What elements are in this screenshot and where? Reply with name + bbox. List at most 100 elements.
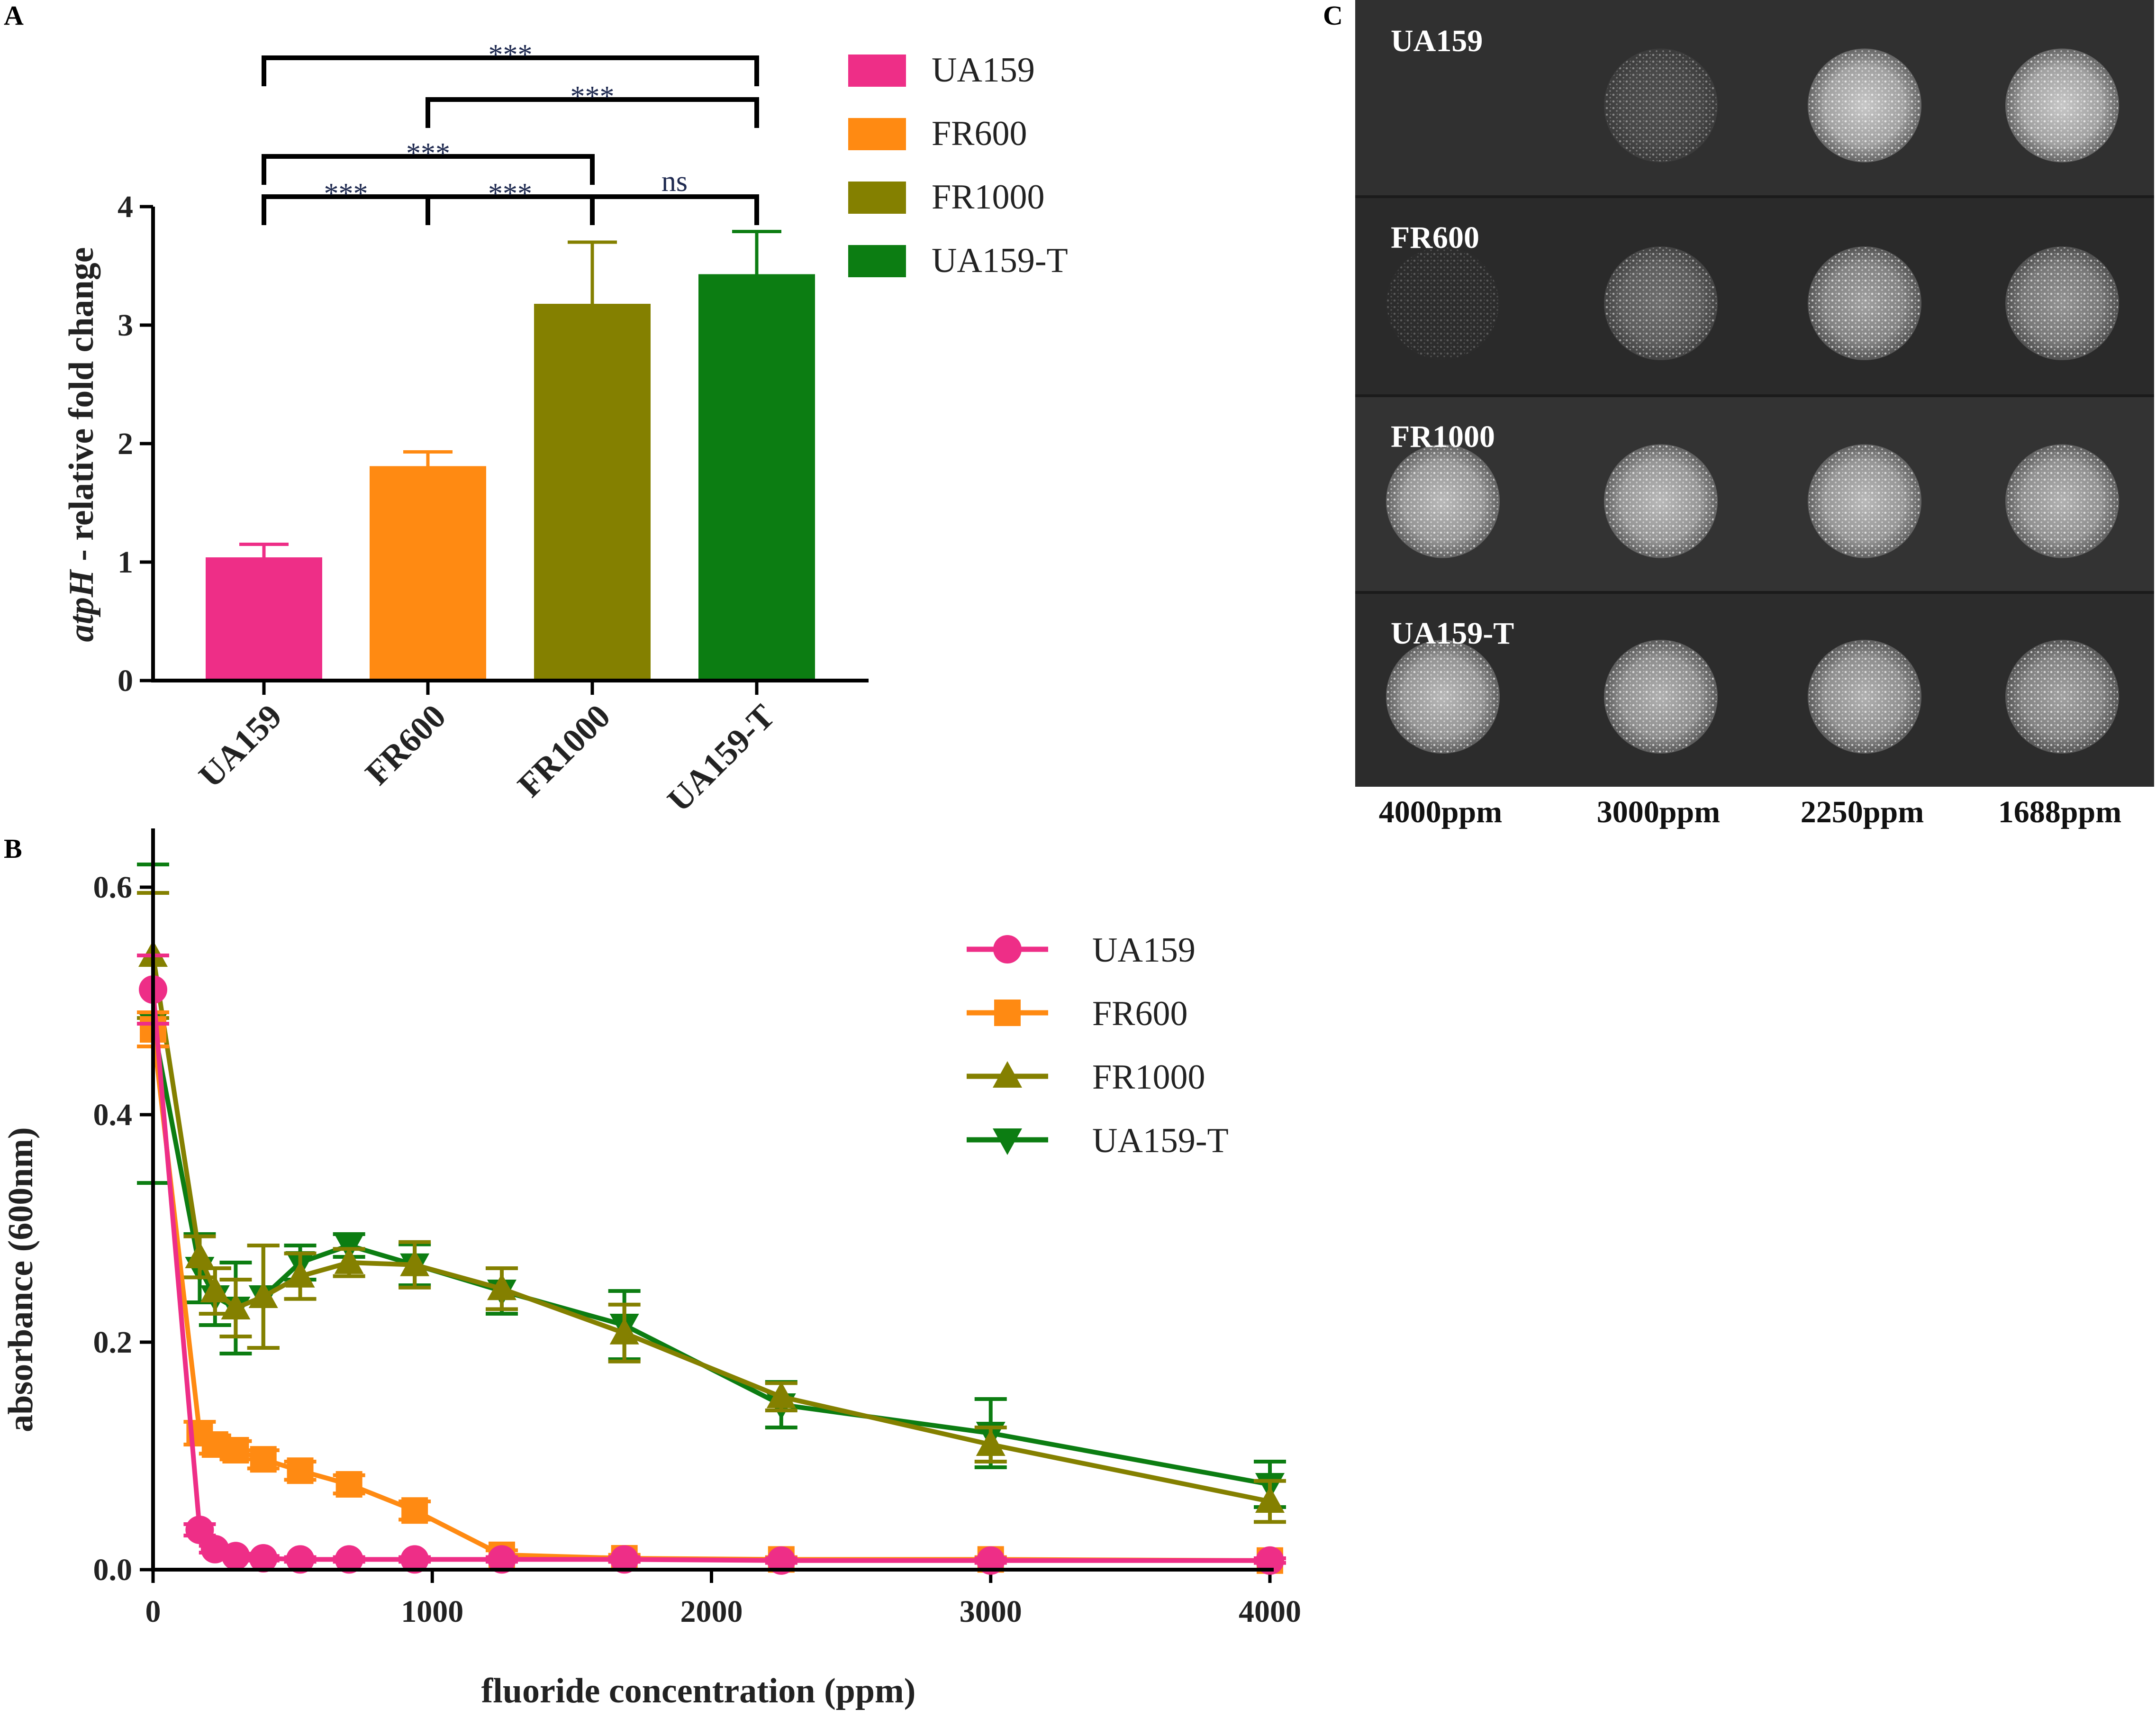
x-tick-label: 1000 [401, 1594, 463, 1629]
colony-texture [1809, 445, 1920, 557]
data-point [335, 1545, 363, 1574]
y-axis-title: absorbance (600nm) [1, 1127, 40, 1432]
colony-texture [1605, 247, 1717, 359]
data-point [249, 1544, 278, 1573]
y-tick-label: 1 [118, 545, 133, 580]
concentration-label: 1688ppm [1998, 795, 2121, 829]
legend-marker-UA159-T [993, 1128, 1022, 1155]
data-point [221, 1542, 250, 1571]
data-point [401, 1497, 428, 1524]
line-chart-panel: 0.0 0.2 0.4 0.6 0 1000 2000 3000 4000 absorbanc… [1, 828, 1301, 1710]
data-point [200, 1276, 230, 1302]
series [137, 863, 1286, 1575]
plate-row-UA159: UA159 [1355, 0, 2154, 197]
legend-label-UA159: UA159 [932, 51, 1035, 90]
significance-label: *** [488, 178, 532, 210]
colony-spot [1604, 48, 1718, 163]
bar-chart-panel: *** *** ns *** *** *** 0 1 2 3 4 UA159 FR600 FR1000… [62, 39, 1068, 819]
colony-spot [1808, 640, 1921, 754]
legend-label-UA159: UA159 [1092, 931, 1196, 970]
x-tick-label: 4000 [1239, 1594, 1301, 1629]
significance-bracket: *** [262, 39, 759, 86]
data-point [185, 1242, 215, 1268]
colony-texture [2006, 49, 2118, 162]
agar-plate-panel: UA159 FR600 FR1000 UA159-T 4000ppm 3000ppm 22… [1355, 0, 2154, 829]
bar-UA159 [206, 557, 322, 681]
colony-texture [2006, 641, 2118, 753]
legend-marker-UA159 [993, 935, 1022, 964]
y-tick-label: 2 [118, 427, 133, 461]
data-point [766, 1382, 796, 1409]
colony-spot [1387, 247, 1499, 359]
concentration-label: 2250ppm [1801, 795, 1924, 829]
y-tick-label: 3 [118, 308, 133, 343]
bars [206, 274, 815, 681]
colony-texture [1387, 641, 1499, 753]
y-tick-label: 0.0 [93, 1553, 133, 1587]
data-point [767, 1546, 796, 1575]
colony-spot [1604, 444, 1718, 558]
data-point [185, 1516, 214, 1544]
legend-label-FR600: FR600 [1092, 994, 1188, 1033]
data-point [1256, 1546, 1284, 1575]
data-point [250, 1446, 277, 1473]
concentration-labels: 4000ppm 3000ppm 2250ppm 1688ppm [1379, 795, 2121, 829]
y-tick-label: 4 [118, 190, 133, 224]
x-tick-label: 3000 [960, 1594, 1022, 1629]
significance-label: *** [489, 39, 533, 71]
data-point [248, 1282, 278, 1308]
plate-rows: UA159 FR600 FR1000 UA159-T [1355, 0, 2154, 787]
legend-label-FR1000: FR1000 [1092, 1058, 1205, 1097]
series-FR1000 [137, 891, 1286, 1524]
plate-row-label-FR1000: FR1000 [1391, 419, 1495, 454]
significance-bracket: *** [426, 178, 595, 225]
legend-swatch-FR600 [848, 118, 906, 150]
colony-texture [1605, 641, 1717, 753]
data-point [286, 1545, 315, 1574]
plate-row-UA159-T: UA159-T [1355, 591, 2154, 787]
legend-marker-FR600 [994, 1000, 1021, 1026]
data-point [334, 1247, 364, 1274]
bracket-line [262, 55, 759, 86]
x-tick-label-FR600: FR600 [358, 697, 453, 792]
data-point [610, 1545, 639, 1574]
data-point [976, 1429, 1006, 1456]
colony-texture [1809, 247, 1920, 359]
bracket-line [426, 97, 759, 128]
significance-label: *** [571, 81, 615, 113]
line-legend: UA159 FR600 FR1000 UA159-T [967, 931, 1229, 1160]
x-tick-label-UA159: UA159 [191, 697, 289, 795]
colony-spot [1386, 640, 1500, 754]
y-tick-label: 0 [118, 664, 133, 698]
colony-spot [1604, 246, 1718, 360]
bar-FR600 [370, 466, 486, 681]
y-axis-ticks: 0.0 0.2 0.4 0.6 [93, 870, 153, 1587]
plate-row-label-UA159-T: UA159-T [1391, 616, 1514, 651]
colony-texture [1809, 641, 1920, 753]
colony-spot [2005, 640, 2119, 754]
data-point [221, 1293, 251, 1319]
data-point [285, 1261, 315, 1288]
colony-spot [2005, 246, 2119, 360]
data-point [1255, 1486, 1285, 1513]
plate-row-FR1000: FR1000 [1355, 394, 2154, 592]
y-axis-title: atpH - relative fold change [62, 247, 101, 642]
colony-spot [1808, 444, 1921, 558]
colony-texture [1605, 445, 1717, 557]
legend-label-FR600: FR600 [932, 114, 1027, 153]
data-point [400, 1545, 429, 1574]
y-tick-label: 0.6 [93, 870, 133, 905]
colony-spot [2005, 48, 2119, 163]
concentration-label: 4000ppm [1379, 795, 1502, 829]
legend-swatch-FR1000 [848, 182, 906, 214]
legend-label-UA159-T: UA159-T [1092, 1121, 1229, 1160]
significance-label: ns [661, 165, 688, 198]
colony-texture [2006, 247, 2118, 359]
significance-brackets: *** *** ns *** *** *** [262, 39, 759, 225]
legend-marker-FR1000 [993, 1061, 1022, 1088]
colony-spot [1808, 246, 1921, 360]
significance-bracket: *** [262, 137, 595, 185]
x-axis-ticks: UA159 FR600 FR1000 UA159-T [191, 681, 782, 819]
bar-FR1000 [534, 304, 651, 681]
